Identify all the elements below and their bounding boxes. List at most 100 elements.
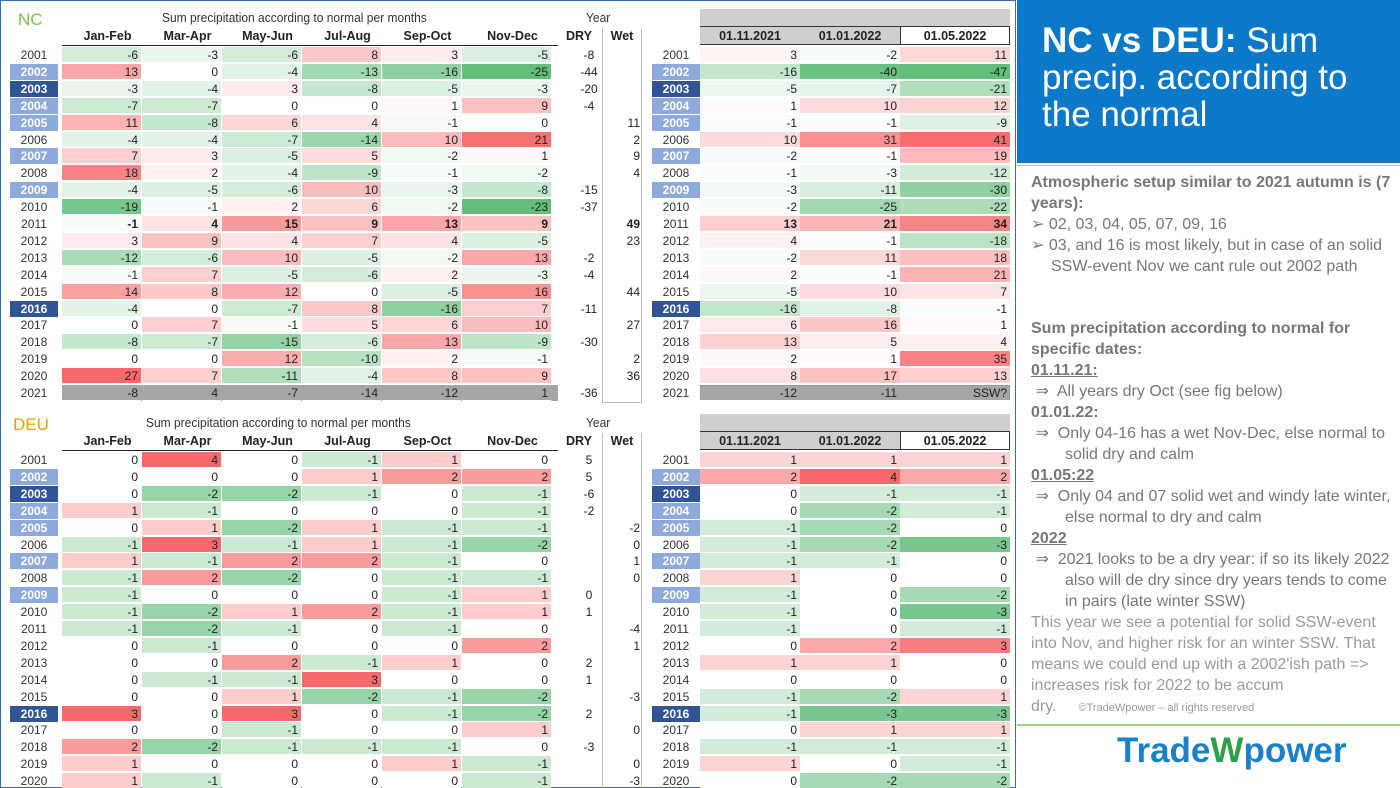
divider-top [1017, 165, 1400, 166]
deu-acc-value: -1 [700, 553, 800, 570]
setup-bullet-1: ➢ 02, 03, 04, 05, 07, 09, 16 [1031, 216, 1227, 233]
date-1-text: All years dry Oct (see fig below) [1056, 383, 1283, 400]
specific-section: Sum precipitation according to normal fo… [1031, 318, 1391, 719]
logo-part-2: power [1243, 731, 1347, 770]
deu-acc-value: 0 [800, 756, 900, 773]
nc-acc-value: 21 [800, 216, 900, 232]
nc-month-value: 1 [382, 97, 461, 114]
deu-year-label-acc: 2018 [662, 740, 690, 755]
nc-acc-value: 1 [700, 97, 800, 114]
nc-acc-value: 8 [700, 368, 800, 385]
deu-month-value: 1 [462, 722, 551, 739]
nc-acc-value: 17 [800, 368, 900, 385]
deu-acc-value: 0 [700, 502, 800, 519]
nc-header-rule [62, 45, 558, 46]
deu-month-value: 0 [62, 452, 141, 468]
nc-dry-value: -36 [580, 386, 598, 400]
deu-wet-value [600, 739, 640, 755]
nc-month-value: -6 [222, 182, 301, 199]
deu-wet-value [600, 452, 640, 468]
nc-month-value: -7 [142, 334, 221, 351]
deu-month-value: 0 [222, 773, 301, 788]
nc-dry-value: -20 [580, 81, 598, 96]
deu-acc-value: 0 [900, 519, 1010, 536]
nc-month-value: 6 [382, 317, 461, 334]
setup-title: Atmospheric setup similar to 2021 autumn… [1031, 174, 1391, 212]
nc-month-value: 5 [302, 317, 381, 334]
setup-bullet-2-text: 03, and 16 is most likely, but in case o… [1048, 237, 1383, 275]
nc-month-value: -1 [382, 165, 461, 182]
nc-month-value: 2 [382, 351, 461, 368]
deu-month-value: -1 [302, 485, 381, 502]
deu-acc-value: -1 [800, 553, 900, 570]
nc-month-value: 2 [222, 199, 301, 216]
nc-month-value: 6 [222, 114, 301, 131]
deu-month-value: -2 [142, 621, 221, 637]
nc-month-value: 12 [222, 283, 301, 300]
deu-month-value: 0 [382, 671, 461, 688]
nc-month-value: 7 [142, 266, 221, 283]
nc-month-header: Jul-Aug [324, 29, 371, 43]
deu-month-value: -1 [462, 570, 551, 587]
deu-month-value: -1 [382, 570, 461, 587]
nc-month-value: -3 [142, 47, 221, 63]
nc-month-value: -6 [302, 334, 381, 351]
deu-wet-value: 0 [633, 571, 640, 586]
deu-year-label: 2007 [10, 553, 58, 570]
title-rest: Sum precip. according to the normal [1042, 21, 1348, 134]
deu-acc-value: 0 [700, 722, 800, 739]
nc-wet-value [600, 250, 640, 266]
nc-wet-value [600, 199, 640, 215]
deu-year-label-acc: 2014 [662, 672, 690, 687]
deu-month-value: 0 [462, 452, 551, 468]
date-2: 01.01.22: [1031, 404, 1099, 421]
nc-month-value: -6 [142, 249, 221, 266]
deu-dry-value: 1 [585, 605, 593, 620]
nc-month-value: 13 [62, 63, 141, 80]
nc-wet-value: 27 [626, 318, 640, 333]
slide-title: NC vs DEU: Sum precip. according to the … [1042, 22, 1392, 133]
deu-month-value: 0 [302, 722, 381, 739]
deu-dry-value: -3 [583, 740, 595, 755]
deu-month-value: -2 [142, 739, 221, 756]
deu-acc-value: -1 [700, 621, 800, 637]
deu-month-value: 2 [382, 468, 461, 485]
deu-month-value: -1 [142, 773, 221, 788]
nc-month-value: -1 [222, 317, 301, 334]
nc-acc-value: -2 [700, 249, 800, 266]
nc-month-value: -9 [462, 334, 551, 351]
deu-year-label: 2005 [10, 519, 58, 536]
nc-month-value: 6 [302, 199, 381, 216]
deu-year-label-acc: 2016 [652, 705, 700, 722]
deu-acc-value: 1 [800, 722, 900, 739]
nc-acc-value: -1 [700, 114, 800, 131]
deu-acc-value: 2 [800, 637, 900, 654]
deu-month-header: Nov-Dec [487, 434, 538, 448]
nc-month-value: -15 [222, 334, 301, 351]
deu-month-value: 2 [142, 570, 221, 587]
nc-month-header: Nov-Dec [487, 29, 538, 43]
nc-acc-value: -1 [800, 114, 900, 131]
deu-wet-column [602, 433, 642, 788]
nc-year-label-acc: 2019 [662, 352, 690, 367]
nc-month-value: -5 [222, 266, 301, 283]
nc-month-value: 13 [382, 334, 461, 351]
nc-month-value: 2 [382, 266, 461, 283]
deu-month-value: -1 [382, 739, 461, 756]
deu-acc-value: 1 [800, 452, 900, 468]
nc-wet-value [600, 182, 640, 198]
nc-month-header: May-Jun [242, 29, 293, 43]
nc-month-value: 18 [62, 165, 141, 182]
nc-month-value: 4 [302, 114, 381, 131]
nc-dry-value: -2 [583, 250, 595, 265]
deu-month-value: -2 [142, 485, 221, 502]
nc-acc-value: -2 [700, 199, 800, 216]
nc-year-label-acc: 2008 [662, 166, 690, 181]
deu-month-value: 2 [62, 739, 141, 756]
deu-month-value: 0 [62, 519, 141, 536]
deu-month-value: 0 [62, 722, 141, 739]
deu-month-value: 4 [142, 452, 221, 468]
deu-month-value: -1 [62, 621, 141, 637]
nc-month-value: 1 [462, 148, 551, 165]
